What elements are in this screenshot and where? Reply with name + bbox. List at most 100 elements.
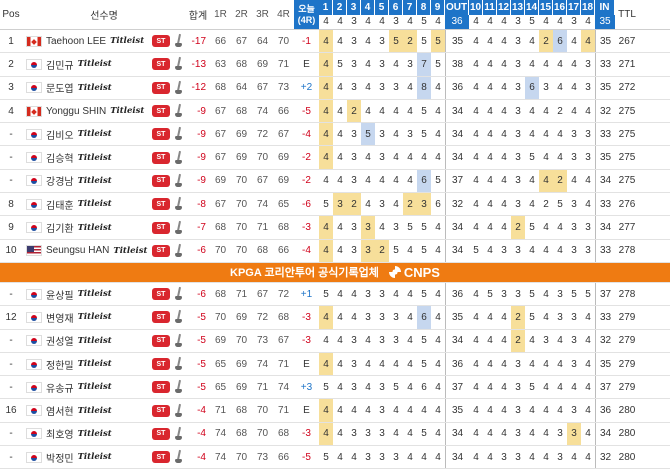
hole-score: 3 [567,422,581,446]
player-name[interactable]: Taehoon LEE [46,35,107,47]
player-name[interactable]: 윤상필 [46,290,74,302]
player-name-cell[interactable]: 김기환 Titleist [22,216,150,238]
titleist-logo: Titleist [77,222,112,233]
hole-score: 4 [365,405,371,417]
hole-score: 4 [501,198,507,210]
st-badge-icon: ST [152,221,170,234]
header-hole-8-par: 5 [417,14,431,29]
player-name-cell[interactable]: 권성열 Titleist [22,330,150,352]
player-row[interactable]: 12 변영재 Titleist ST -5 70 69 72 68 -3 4 4 4 3 3 3 4 6 4 35 4 4… [0,306,670,330]
player-name-cell[interactable]: 염서현 Titleist [22,399,150,421]
player-name-cell[interactable]: 김승혁 Titleist [22,146,150,168]
hole-score: 4 [571,175,577,187]
player-name-wrap: 김민규 Titleist [22,57,112,72]
st-badge-cell: ST [150,446,172,468]
player-row[interactable]: 2 김민규 Titleist ST -13 63 68 69 71 E 4 5 3 4 3 4 3 7 5 38 4 4 4… [0,53,670,77]
player-name[interactable]: 염서현 [46,407,74,419]
hole-score: 4 [585,175,591,187]
player-name-cell[interactable]: 정한밀 Titleist [22,353,150,375]
st-badge-cell: ST [150,100,172,122]
player-name[interactable]: 권성열 [46,337,74,349]
player-name-cell[interactable]: 김비오 Titleist [22,123,150,145]
hole-score: 5 [571,288,577,300]
hole-score: 4 [319,216,333,239]
player-name[interactable]: 김태훈 [46,200,74,212]
player-in: 33 [595,306,615,329]
player-name[interactable]: Seungsu HAN [46,245,110,257]
player-name[interactable]: Yonggu SHIN [46,105,107,117]
player-name-cell[interactable]: 문도엽 Titleist [22,77,150,99]
player-name-cell[interactable]: Yonggu SHIN Titleist [22,100,150,122]
player-ttl: 280 [618,428,636,440]
player-total: -4 [197,405,206,417]
player-row[interactable]: 1 Taehoon LEE Titleist ST -17 66 67 64 70 -1 4 4 3 4 3… [0,30,670,54]
player-r4: 68 [277,222,290,234]
player-row[interactable]: 16 염서현 Titleist ST -4 71 68 70 71 E 4 4 4 4 3 4 4 4 4 35 4 4 4… [0,399,670,423]
hole-score: 4 [323,175,329,187]
player-name-wrap: 강경남 Titleist [22,173,112,188]
club-cell [172,423,186,445]
player-row[interactable]: 4 Yonggu SHIN Titleist ST -9 67 68 74 66 -5 4 4 2 4 4 4… [0,99,670,124]
player-row[interactable]: - 강경남 Titleist ST -9 69 70 67 69 -2 4 4 3 4 4 4 4 6 5 37 4 4 4… [0,169,670,194]
player-name-wrap: 김승혁 Titleist [22,150,112,165]
player-row[interactable]: 9 김기환 Titleist ST -7 68 70 71 68 -3 4 4 3 3 4 3 5 5 4 34 4 4 4… [0,216,670,240]
club-cell [172,30,186,52]
player-name[interactable]: 김비오 [46,130,74,142]
player-row[interactable]: 3 문도엽 Titleist ST -12 68 64 67 73 +2 4 4 3 4 3 3 4 8 4 36 4 4… [0,76,670,100]
player-r2: 70 [235,451,248,463]
player-name-cell[interactable]: 강경남 Titleist [22,170,150,192]
player-name[interactable]: 문도엽 [46,84,74,96]
ad-banner[interactable]: KPGA 코리안투어 공식기록업체 CNPS [0,262,670,283]
player-name[interactable]: 정한밀 [46,360,74,372]
player-name-cell[interactable]: 김민규 Titleist [22,53,150,75]
player-in: 32 [595,446,615,469]
player-today-value: -3 [302,335,311,347]
player-name-cell[interactable]: 변영재 Titleist [22,306,150,328]
player-name-cell[interactable]: 윤상필 Titleist [22,283,150,305]
player-row[interactable]: 10 Seungsu HAN Titleist ST -6 70 70 68 66 -4 4 4 3 3 2… [0,239,670,263]
player-row[interactable]: - 유송규 Titleist ST -5 65 69 71 74 +3 5 4 3 4 3 5 4 6 4 37 4 4 4… [0,376,670,400]
hole-score: 3 [571,311,577,323]
player-name[interactable]: 유송규 [46,383,74,395]
player-name-cell[interactable]: Taehoon LEE Titleist [22,30,150,52]
player-name-cell[interactable]: 김태훈 Titleist [22,193,150,215]
player-today: -2 [294,146,319,168]
hole-score: 4 [435,451,441,463]
hole-score: 4 [319,53,333,76]
player-name[interactable]: 김민규 [46,60,74,72]
player-name[interactable]: 김기환 [46,224,74,236]
hole-score: 4 [543,381,549,393]
player-name-wrap: 김태훈 Titleist [22,197,112,212]
player-r2: 69 [235,311,248,323]
hole-score: 3 [351,222,357,234]
hole-score: 4 [529,128,535,140]
player-r2: 70 [235,222,248,234]
player-today-value: +1 [300,288,313,300]
player-row[interactable]: - 최호영 Titleist ST -4 74 68 70 68 -3 4 4 3 3 3 4 4 5 4 34 4 4 4… [0,422,670,447]
player-row[interactable]: - 박정민 Titleist ST -4 74 70 73 66 -5 5 4 4 3 3 3 4 4 4 34 4 4 3… [0,446,670,469]
player-name-cell[interactable]: 유송규 Titleist [22,376,150,398]
player-row[interactable]: - 권성열 Titleist ST -5 69 70 73 67 -3 4 4 3 4 3 3 4 5 4 34 4 4 4… [0,329,670,353]
player-name-cell[interactable]: Seungsu HAN Titleist [22,240,150,262]
player-name[interactable]: 김승혁 [46,154,74,166]
hole-score: 3 [379,311,385,323]
player-name-cell[interactable]: 최호영 Titleist [22,423,150,445]
player-name[interactable]: 최호영 [46,430,74,442]
player-row[interactable]: - 윤상필 Titleist ST -6 68 71 67 72 +1 5 4 4 3 3 4 4 5 4 36 4 5 3… [0,282,670,307]
player-name-cell[interactable]: 박정민 Titleist [22,446,150,468]
hole-score: 4 [393,358,399,370]
player-row[interactable]: - 정한밀 Titleist ST -5 65 69 74 71 E 4 4 3 4 4 4 4 5 4 36 4 4 4 3… [0,352,670,377]
player-row[interactable]: - 김승혁 Titleist ST -9 67 69 70 69 -2 4 4 3 4 3 4 4 4 4 34 4 4 4… [0,146,670,170]
titleist-logo: Titleist [77,82,112,93]
hole-score: 4 [319,30,333,53]
player-row[interactable]: 8 김태훈 Titleist ST -8 67 70 74 65 -6 5 3 2 4 3 4 2 3 6 32 4 4 4… [0,193,670,217]
hole-score: 4 [543,222,549,234]
player-total: -5 [197,311,206,323]
player-r2: 69 [235,128,248,140]
player-name[interactable]: 강경남 [46,177,74,189]
player-name[interactable]: 변영재 [46,313,74,325]
player-name[interactable]: 박정민 [46,453,74,465]
header-hole-16-par: 4 [553,14,567,29]
player-row[interactable]: - 김비오 Titleist ST -9 67 69 72 67 -4 4 4 3 5 3 4 3 5 4 34 4 4 4… [0,123,670,147]
